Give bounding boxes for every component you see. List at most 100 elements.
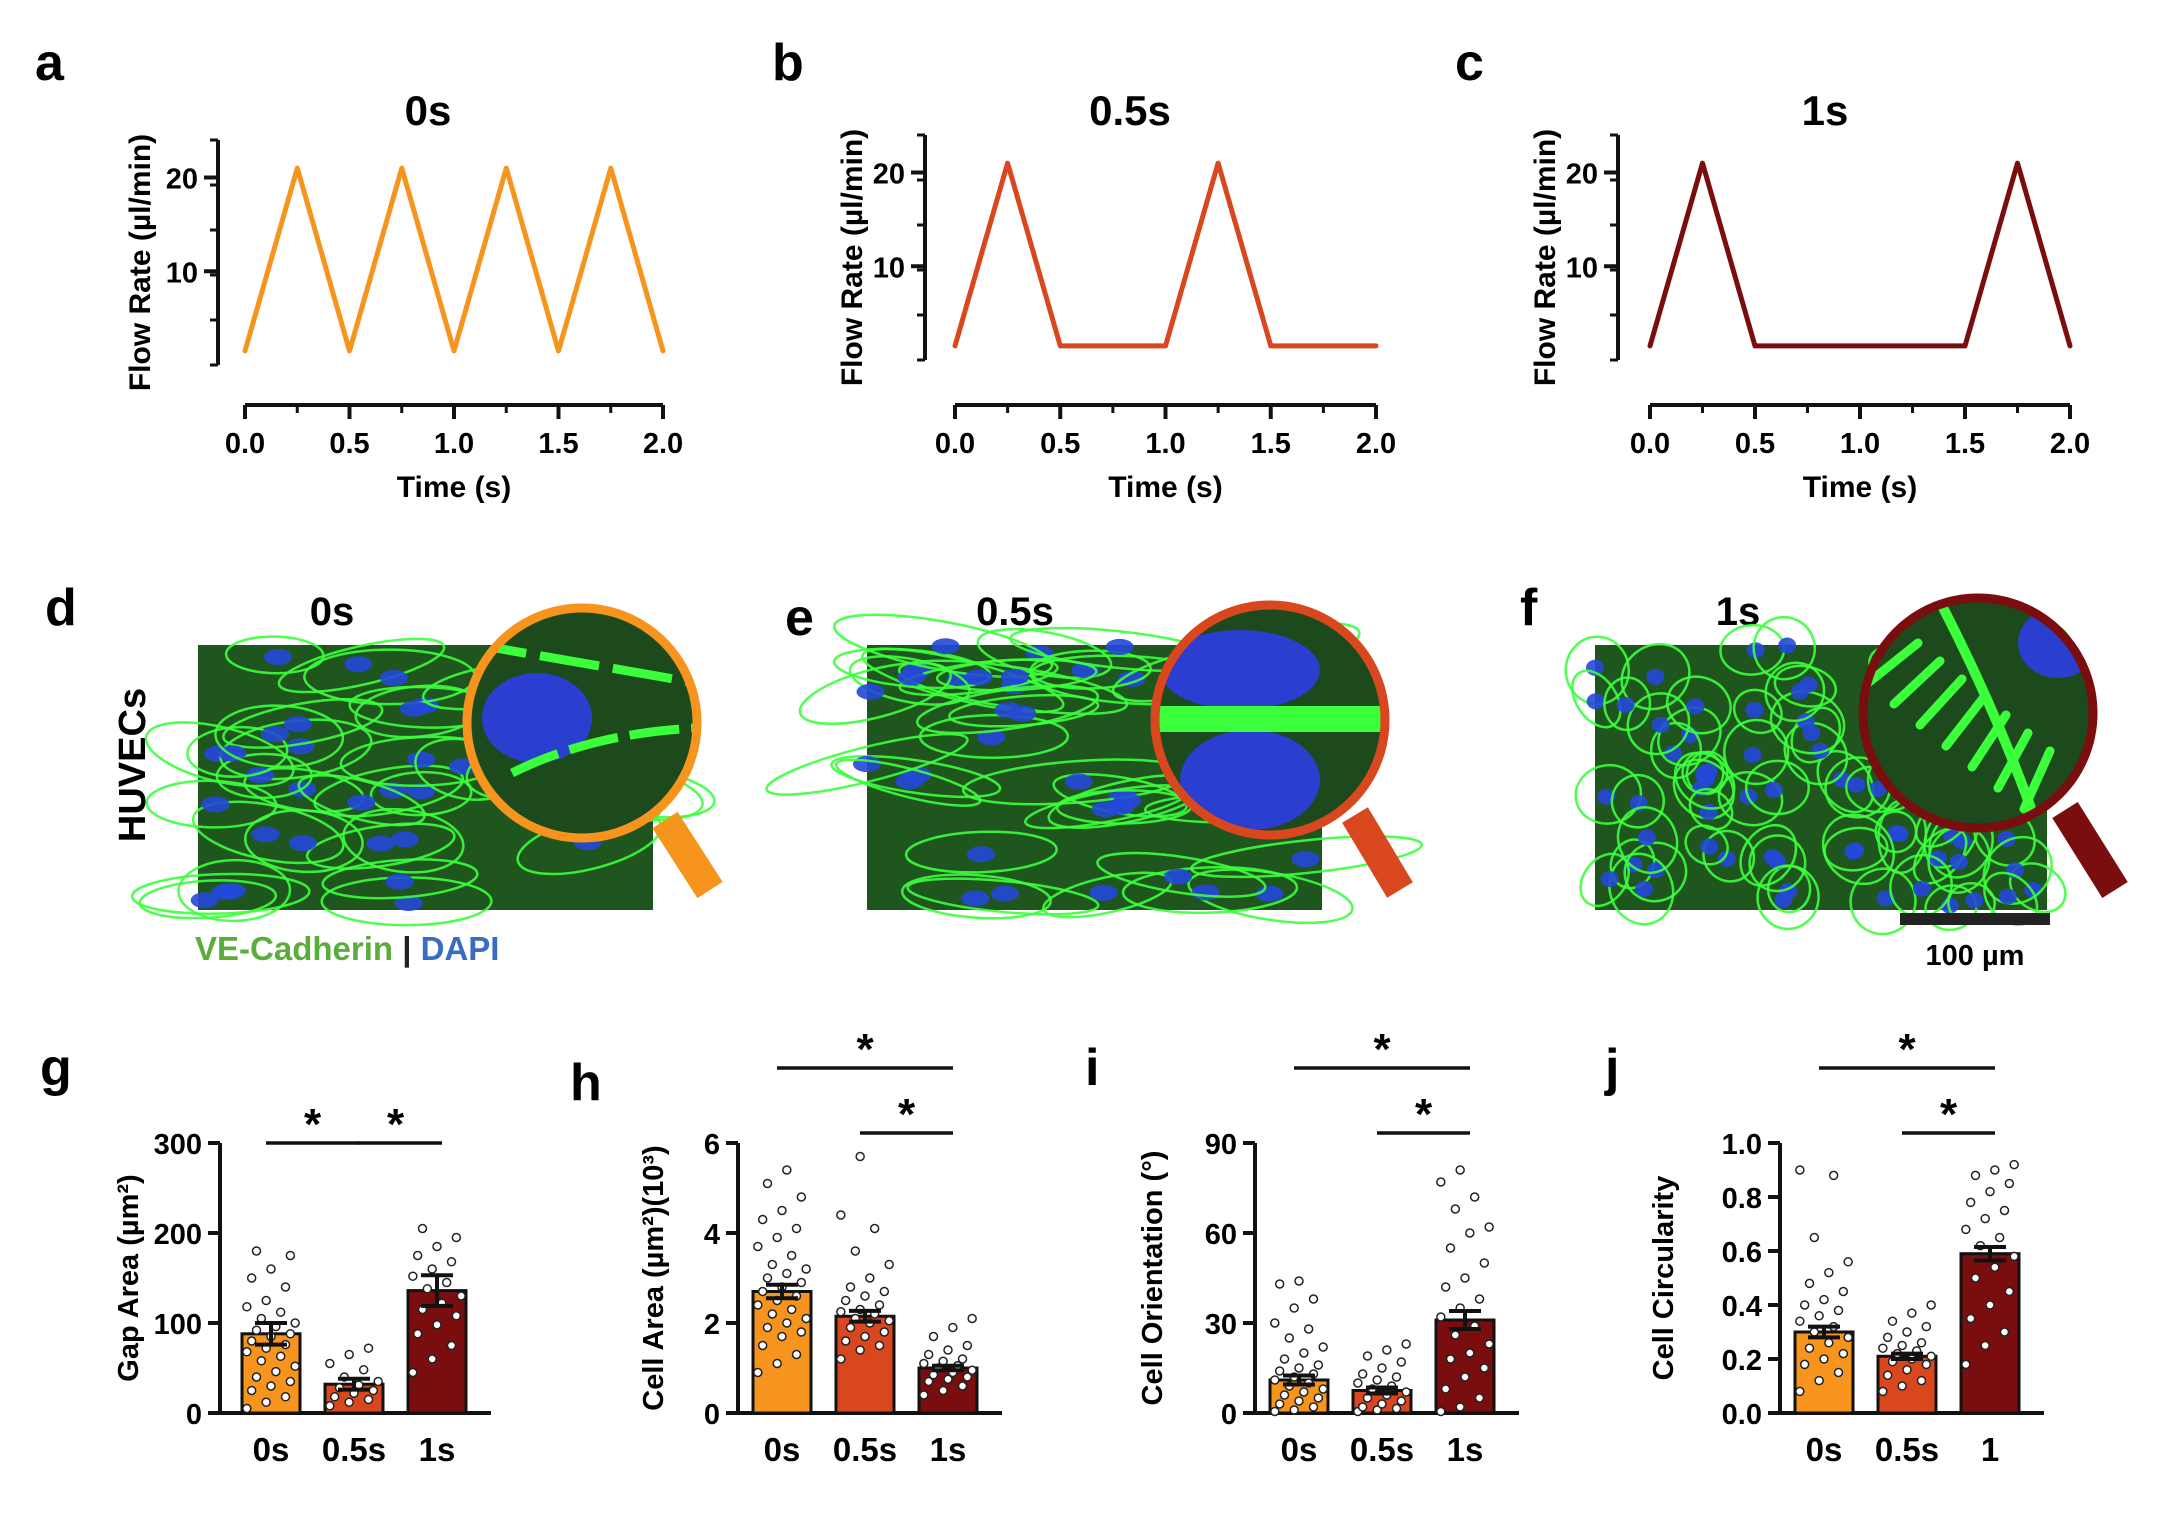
cell-nucleus-e xyxy=(931,638,960,655)
data-point-j-0 xyxy=(1838,1348,1849,1359)
data-point-h-1 xyxy=(836,1354,846,1364)
data-point-h-0 xyxy=(801,1264,811,1274)
zoom-junction-e xyxy=(1155,706,1385,732)
cell-junction-e xyxy=(765,732,969,796)
cell-nucleus-e xyxy=(1106,798,1135,815)
data-point-j-0 xyxy=(1814,1375,1824,1386)
x-tick-label-g: 0s xyxy=(253,1431,290,1468)
data-point-j-2 xyxy=(1980,1213,1990,1224)
panel-letter-c: c xyxy=(1455,34,1484,92)
data-point-i-0 xyxy=(1308,1402,1319,1412)
data-point-h-1 xyxy=(879,1286,890,1297)
scale-bar xyxy=(1900,913,2050,925)
panel-letter-a: a xyxy=(35,34,65,92)
cell-nucleus-f xyxy=(1912,880,1931,897)
x-tick-label-h: 1s xyxy=(930,1431,967,1468)
y-tick-label-c: 10 xyxy=(1566,252,1598,284)
data-point-h-2 xyxy=(923,1349,934,1360)
data-point-g-0 xyxy=(242,1403,252,1414)
data-point-i-2 xyxy=(1479,1258,1490,1268)
cell-junction-f xyxy=(1579,852,1630,908)
data-point-g-2 xyxy=(408,1367,418,1378)
micrograph-title-d: 0s xyxy=(310,590,355,634)
cell-junction-e xyxy=(1029,649,1152,690)
data-point-h-0 xyxy=(757,1214,768,1225)
bar-g-0 xyxy=(240,1332,302,1415)
data-point-h-2 xyxy=(967,1365,977,1375)
cell-nucleus-e xyxy=(1105,638,1134,655)
cell-nucleus-d xyxy=(394,894,423,911)
cell-junction-e xyxy=(1190,835,1423,879)
cell-junction-d xyxy=(177,858,292,923)
data-point-i-1 xyxy=(1357,1402,1368,1412)
data-point-g-2 xyxy=(417,1223,428,1234)
data-point-i-2 xyxy=(1455,1165,1465,1175)
cell-nucleus-f xyxy=(1745,702,1764,719)
data-point-g-2 xyxy=(427,1354,437,1364)
cell-nucleus-f xyxy=(1764,781,1783,798)
panel-letter-j: j xyxy=(1604,1039,1619,1097)
significance-star-g: * xyxy=(304,1100,322,1149)
cell-nucleus-f xyxy=(1651,716,1670,733)
cell-nucleus-d xyxy=(264,648,293,665)
significance-star-i: * xyxy=(1373,1025,1391,1074)
significance-star-i: * xyxy=(1415,1090,1433,1139)
magnifier-content-d xyxy=(467,608,697,838)
data-point-h-2 xyxy=(948,1322,958,1333)
cell-nucleus-e xyxy=(1117,670,1146,687)
data-point-g-0 xyxy=(285,1376,296,1387)
data-point-j-1 xyxy=(1921,1321,1932,1332)
cell-nucleus-f xyxy=(1746,642,1765,659)
data-point-h-1 xyxy=(855,1345,865,1355)
data-point-i-0 xyxy=(1318,1342,1328,1352)
data-point-i-0 xyxy=(1308,1294,1319,1304)
cell-nucleus-f xyxy=(1743,746,1762,763)
stain-dapi: DAPI xyxy=(421,930,500,967)
cell-junction-f xyxy=(1752,615,1817,681)
data-point-h-1 xyxy=(845,1322,856,1333)
cell-nucleus-d xyxy=(217,883,246,900)
data-point-h-1 xyxy=(840,1336,851,1346)
chart-title-b: 0.5s xyxy=(1089,87,1171,134)
zoom-nucleus-e xyxy=(1160,630,1320,710)
y-tick-label-h: 4 xyxy=(704,1219,720,1251)
y-axis-label-i: Cell Orientation (°) xyxy=(1137,1151,1169,1406)
cell-nucleus-f xyxy=(1965,892,1984,909)
cell-nucleus-f xyxy=(1774,891,1793,908)
y-axis-label-j: Cell Circularity xyxy=(1648,1176,1680,1381)
cell-junction-d xyxy=(186,725,289,778)
data-point-i-2 xyxy=(1484,1339,1494,1349)
x-tick-label-c: 0.5 xyxy=(1735,428,1775,460)
cell-nucleus-e xyxy=(994,702,1023,719)
cell-junction-d xyxy=(342,807,465,874)
cell-nucleus-f xyxy=(1694,766,1713,783)
data-point-h-1 xyxy=(840,1295,851,1306)
data-point-i-2 xyxy=(1450,1330,1461,1340)
stain-separator: | xyxy=(393,930,421,967)
x-tick-label-b: 1.0 xyxy=(1145,428,1185,460)
data-point-j-0 xyxy=(1795,1316,1805,1326)
data-point-j-2 xyxy=(1965,1197,1976,1208)
x-tick-label-a: 1.0 xyxy=(434,428,474,460)
data-point-j-2 xyxy=(1985,1300,1995,1310)
y-tick-label-i: 30 xyxy=(1205,1309,1237,1341)
chart-j-cell-circularity: 0.0 0.2 0.4 0.6 0.8 1.0 Cell Circularity 0s 0.5s… xyxy=(1648,1025,2044,1468)
data-point-i-2 xyxy=(1474,1294,1485,1304)
chart-a-flow-rate: 0s 10 20 Flow Rate (µl/min) 0.0 0.5 1.0 1.5 2.0 T… xyxy=(124,87,683,504)
magnifier-ring-e xyxy=(1150,600,1390,840)
micrograph-d xyxy=(130,603,723,927)
cell-junction-f xyxy=(1616,806,1679,875)
x-tick-label-c: 0.0 xyxy=(1630,428,1670,460)
data-point-h-2 xyxy=(938,1385,948,1396)
data-point-i-0 xyxy=(1270,1318,1280,1328)
data-point-h-1 xyxy=(874,1300,885,1310)
cell-nucleus-e xyxy=(1191,884,1220,901)
data-point-j-2 xyxy=(1980,1340,1990,1351)
cell-junction-e xyxy=(834,758,982,807)
y-axis-label-g: Gap Area (µm²) xyxy=(113,1174,145,1381)
data-point-h-2 xyxy=(928,1331,939,1342)
cell-nucleus-e xyxy=(852,756,881,773)
cell-junction-d xyxy=(145,779,278,829)
